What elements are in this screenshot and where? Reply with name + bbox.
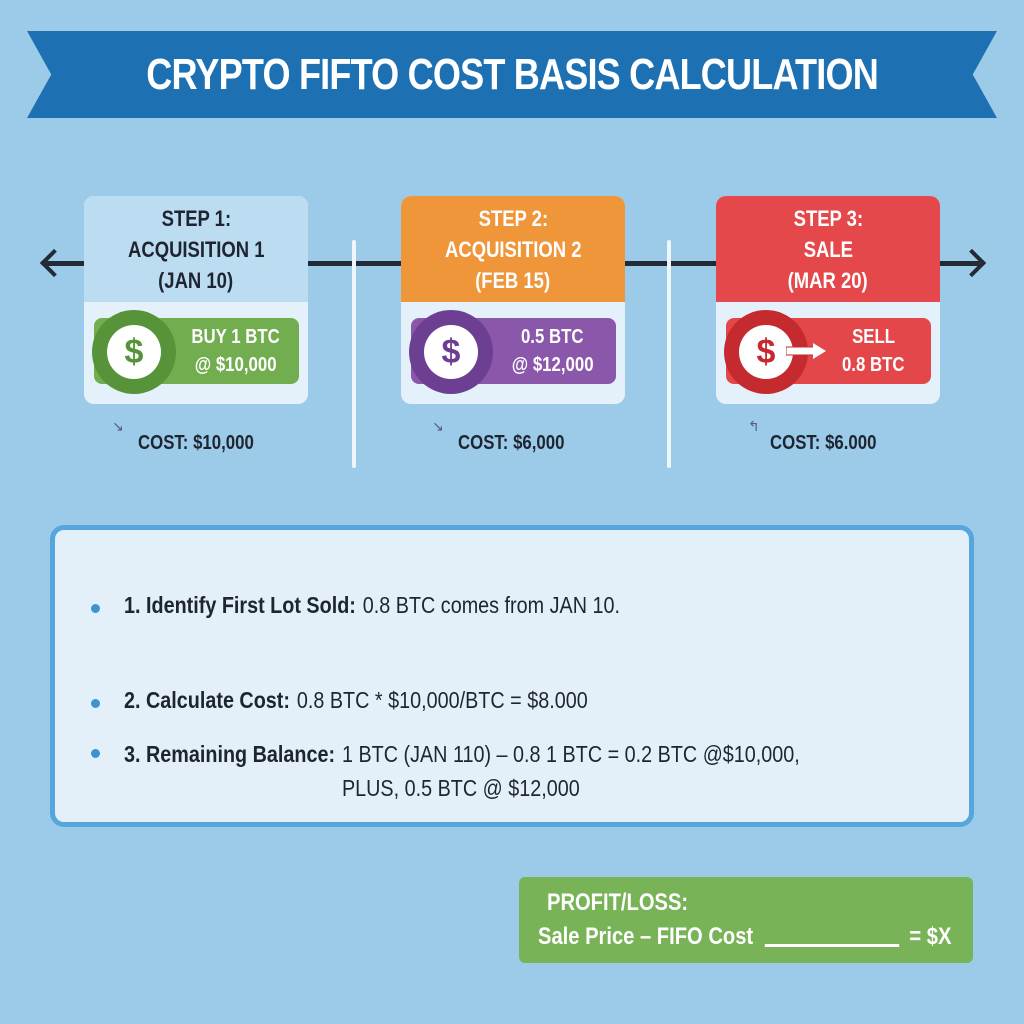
curved-arrow-icon: ↘ bbox=[112, 418, 124, 434]
arrow-right-icon bbox=[957, 248, 987, 278]
calc-value: 0.8 BTC * $10,000/BTC = $8.000 bbox=[296, 687, 588, 713]
timeline-divider bbox=[667, 240, 671, 468]
bullet-icon bbox=[91, 699, 100, 708]
cost-label: COST: $6,000 bbox=[458, 432, 565, 454]
step-card-acquisition-1: STEP 1: ACQUISITION 1 (JAN 10) $ BUY 1 B… bbox=[84, 196, 308, 404]
transaction-pill: $ BUY 1 BTC @ $10,000 bbox=[92, 310, 299, 394]
calculation-box: 1. Identify First Lot Sold: 0.8 BTC come… bbox=[50, 525, 974, 827]
step-header: STEP 3: SALE (MAR 20) bbox=[716, 196, 940, 302]
cost-label: COST: $6.000 bbox=[770, 432, 877, 454]
profit-loss-box: PROFIT/LOSS: Sale Price – FIFO Cost = $X bbox=[519, 877, 973, 963]
dollar-coin-arrow-icon: $ bbox=[724, 310, 808, 394]
transaction-pill: $ SELL 0.8 BTC bbox=[724, 310, 931, 394]
step-card-acquisition-2: STEP 2: ACQUISITION 2 (FEB 15) $ 0.5 BTC… bbox=[401, 196, 625, 404]
curved-arrow-icon: ↰ bbox=[748, 418, 760, 434]
step-header: STEP 2: ACQUISITION 2 (FEB 15) bbox=[401, 196, 625, 302]
curved-arrow-icon: ↘ bbox=[432, 418, 444, 434]
step-number: STEP 2: bbox=[478, 205, 548, 231]
transaction-action: BUY 1 BTC bbox=[191, 326, 280, 348]
transaction-amount: 0.5 BTC bbox=[521, 326, 584, 348]
dollar-coin-icon: $ bbox=[409, 310, 493, 394]
transaction-price: @ $10,000 bbox=[194, 354, 277, 376]
transaction-action: SELL bbox=[852, 326, 895, 348]
step-date: (JAN 10) bbox=[158, 267, 234, 293]
formula-left: Sale Price – FIFO Cost bbox=[538, 923, 754, 950]
step-date: (MAR 20) bbox=[787, 267, 869, 293]
step-card-sale: STEP 3: SALE (MAR 20) $ SELL 0.8 BTC bbox=[716, 196, 940, 404]
profit-title: PROFIT/LOSS: bbox=[547, 889, 689, 916]
calc-label: 2. Calculate Cost: bbox=[124, 687, 290, 713]
formula-result: = $X bbox=[909, 923, 952, 950]
page-title: CRYPTO FIFTO COST BASIS CALCULATION bbox=[146, 49, 878, 99]
step-date: (FEB 15) bbox=[475, 267, 551, 293]
calc-label: 1. Identify First Lot Sold: bbox=[124, 592, 356, 618]
calc-value: 0.8 BTC comes from JAN 10. bbox=[362, 592, 620, 618]
transaction-pill: $ 0.5 BTC @ $12,000 bbox=[409, 310, 616, 394]
cost-label: COST: $10,000 bbox=[138, 432, 254, 454]
dollar-coin-icon: $ bbox=[92, 310, 176, 394]
step-title: SALE bbox=[803, 236, 853, 262]
profit-formula: Sale Price – FIFO Cost = $X bbox=[538, 923, 951, 951]
step-header: STEP 1: ACQUISITION 1 (JAN 10) bbox=[84, 196, 308, 302]
calc-label: 3. Remaining Balance: bbox=[124, 741, 336, 767]
title-banner: CRYPTO FIFTO COST BASIS CALCULATION bbox=[27, 31, 997, 118]
calculation-step-3: 3. Remaining Balance: 1 BTC (JAN 110) – … bbox=[91, 737, 910, 805]
step-number: STEP 3: bbox=[793, 205, 863, 231]
bullet-icon bbox=[91, 749, 100, 758]
calculation-step-2: 2. Calculate Cost: 0.8 BTC * $10,000/BTC… bbox=[91, 687, 663, 714]
step-title: ACQUISITION 1 bbox=[127, 236, 265, 262]
timeline-divider bbox=[352, 240, 356, 468]
step-number: STEP 1: bbox=[161, 205, 231, 231]
blank-fill-line bbox=[764, 944, 900, 947]
transaction-price: @ $12,000 bbox=[511, 354, 594, 376]
arrow-left-icon bbox=[39, 248, 69, 278]
calc-value-continued: PLUS, 0.5 BTC @ $12,000 bbox=[341, 775, 580, 801]
calculation-step-1: 1. Identify First Lot Sold: 0.8 BTC come… bbox=[91, 592, 701, 619]
calc-value: 1 BTC (JAN 110) – 0.8 1 BTC = 0.2 BTC @$… bbox=[341, 741, 800, 767]
transaction-amount: 0.8 BTC bbox=[842, 354, 905, 376]
step-title: ACQUISITION 2 bbox=[444, 236, 582, 262]
bullet-icon bbox=[91, 604, 100, 613]
sell-arrow-icon bbox=[786, 343, 826, 359]
